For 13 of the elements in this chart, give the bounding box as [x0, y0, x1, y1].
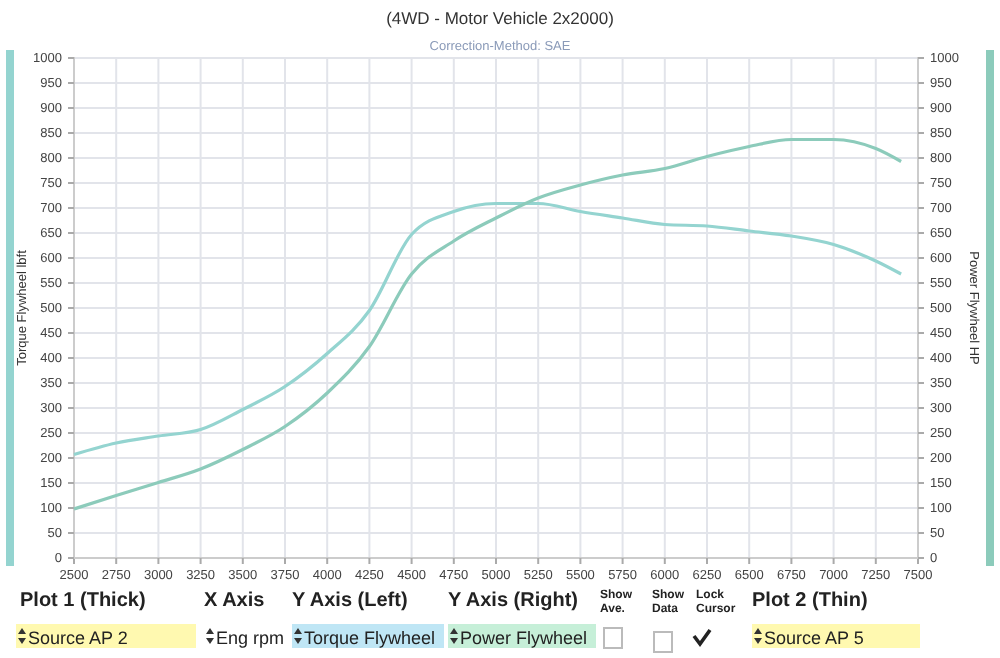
source-note: Source AP 5: [764, 628, 864, 648]
source-note: Source AP 2: [28, 628, 128, 648]
text: X Axis: [204, 590, 266, 612]
text: Plot 1 (Thick): [20, 590, 146, 612]
text: Plot 2 (Thin): [752, 590, 868, 612]
line-series: [72, 201, 903, 457]
chart-title: (4WD - Motor Vehicle 2x2000): [386, 8, 615, 28]
text: Y Axis (Right): [448, 590, 579, 612]
text: Power Flywheel: [460, 628, 588, 648]
text: Torque Flywheel: [304, 628, 436, 648]
text: Eng rpm: [216, 628, 285, 648]
line-series: [72, 137, 903, 511]
text: Y Axis (Left): [292, 590, 408, 612]
